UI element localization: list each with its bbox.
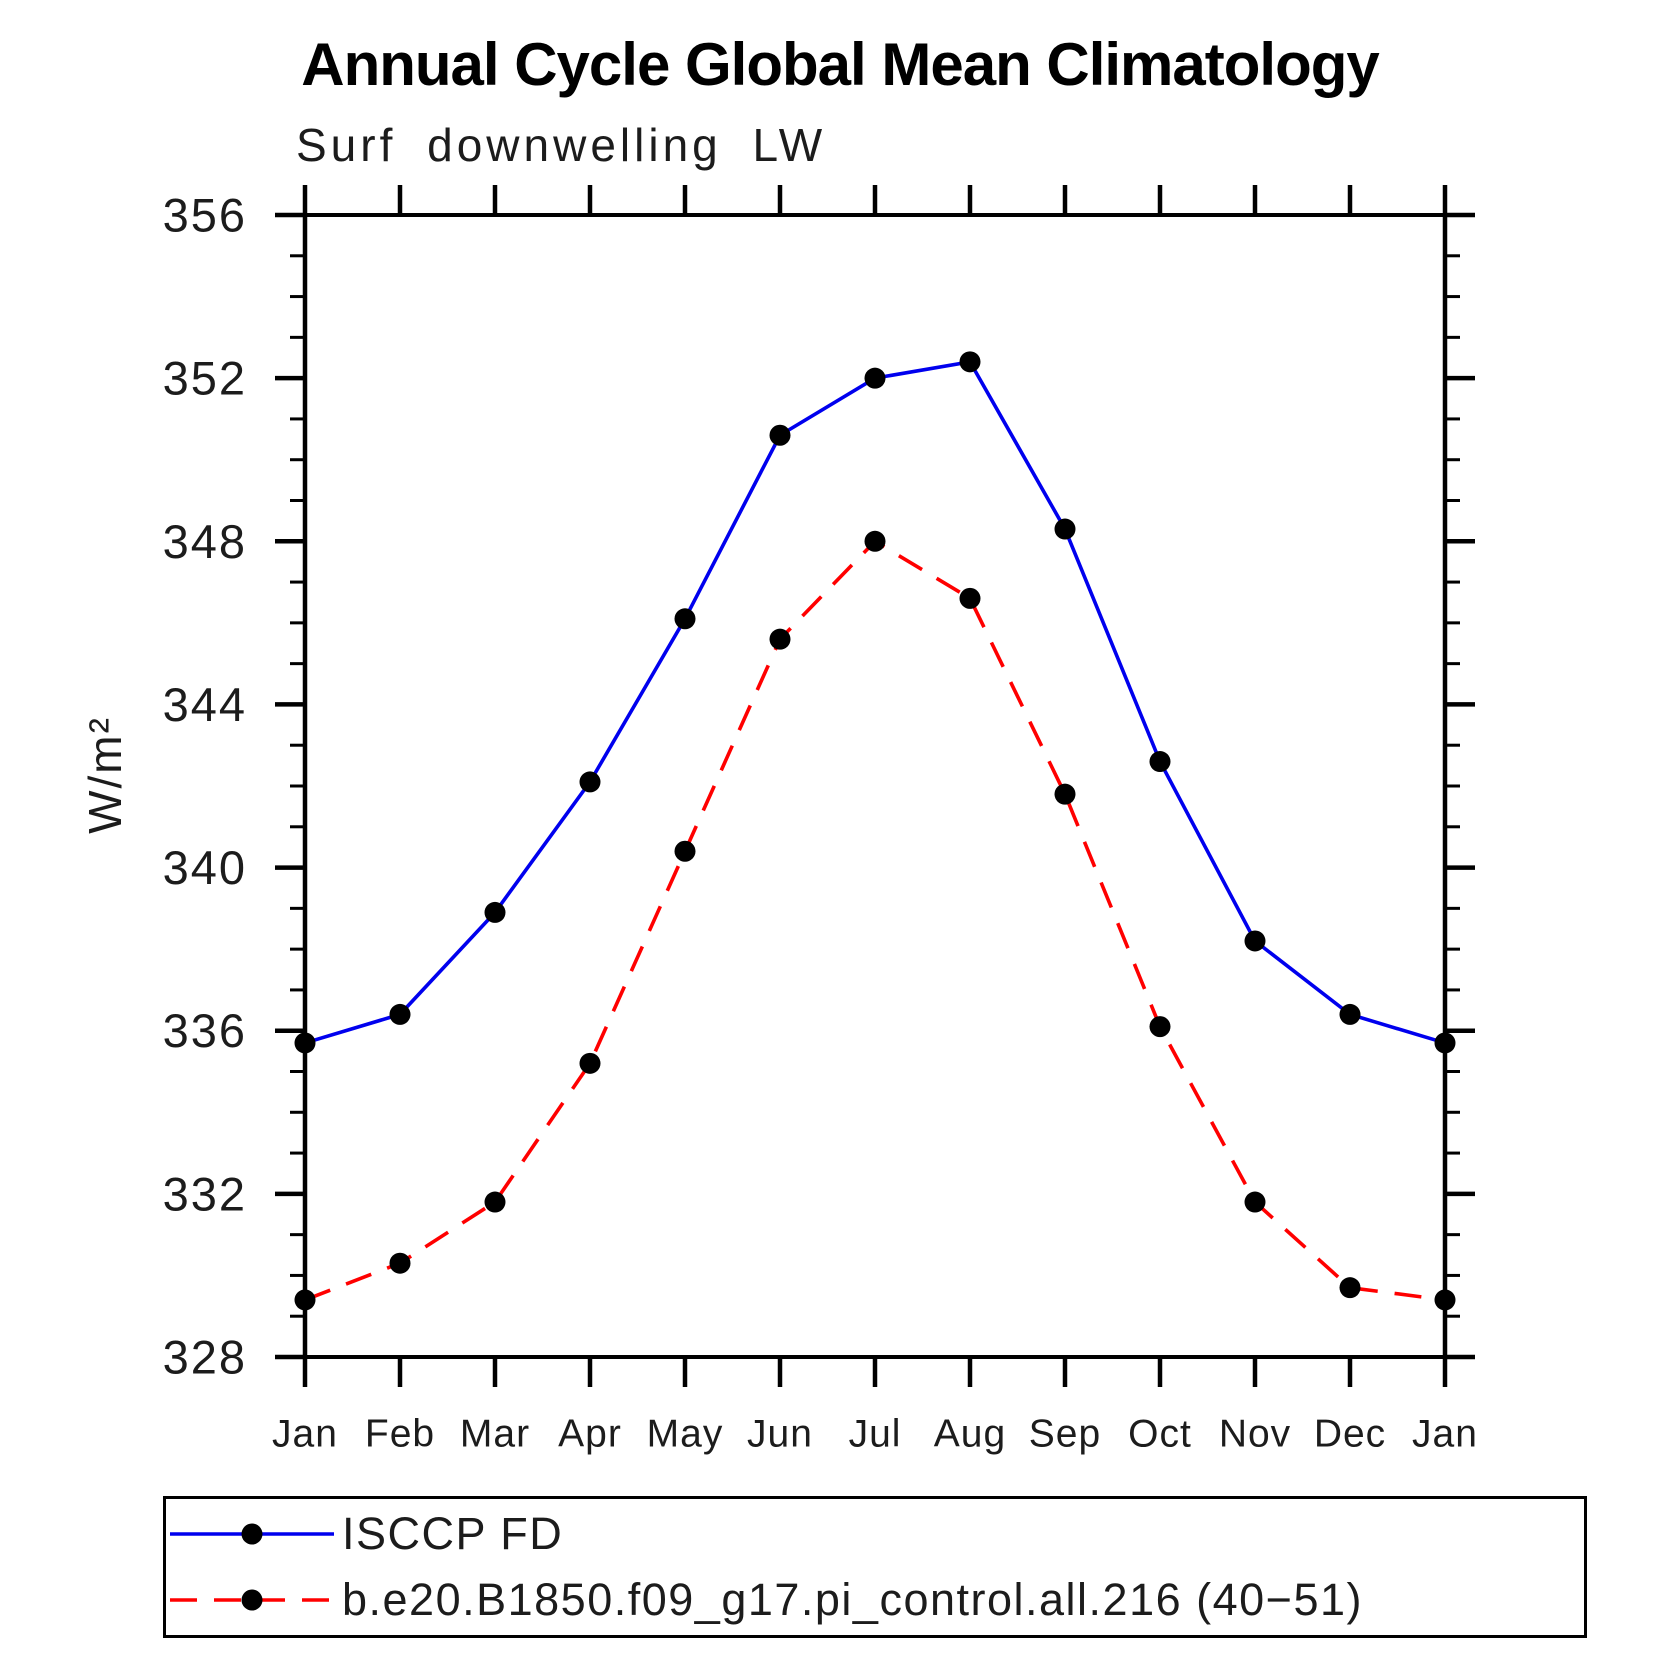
svg-text:Dec: Dec [1314, 1413, 1386, 1456]
svg-text:Jan: Jan [272, 1413, 338, 1456]
svg-text:Aug: Aug [934, 1413, 1006, 1456]
svg-text:344: 344 [163, 678, 247, 731]
svg-text:Jan: Jan [1412, 1413, 1478, 1456]
svg-text:328: 328 [163, 1331, 247, 1384]
svg-text:352: 352 [163, 352, 247, 405]
legend-item-model: b.e20.B1850.f09_g17.pi_control.all.216 (… [166, 1569, 1584, 1631]
chart-subtitle: Surf downwelling LW [296, 119, 827, 171]
svg-text:Apr: Apr [558, 1413, 622, 1456]
svg-text:Oct: Oct [1128, 1413, 1192, 1456]
legend-box: ISCCP FD b.e20.B1850.f09_g17.pi_control.… [163, 1496, 1587, 1638]
plot-area: 328 332 336 340 344 348 352 356 Jan Feb Mar Apr May J… [163, 185, 1478, 1456]
svg-text:Mar: Mar [460, 1413, 530, 1456]
legend-label: ISCCP FD [342, 1508, 564, 1559]
svg-text:Jun: Jun [747, 1413, 813, 1456]
legend-swatch-dashed-line [170, 1589, 334, 1611]
legend-label: b.e20.B1850.f09_g17.pi_control.all.216 (… [342, 1574, 1363, 1625]
svg-text:336: 336 [163, 1004, 247, 1057]
svg-text:Jul: Jul [849, 1413, 902, 1456]
svg-text:332: 332 [163, 1167, 247, 1220]
svg-text:340: 340 [163, 841, 247, 894]
legend-item-isccp: ISCCP FD [166, 1503, 1584, 1565]
svg-text:May: May [647, 1413, 724, 1456]
svg-text:348: 348 [163, 515, 247, 568]
chart-title: Annual Cycle Global Mean Climatology [301, 31, 1380, 98]
svg-text:Sep: Sep [1029, 1413, 1101, 1456]
legend-swatch-solid-line [170, 1523, 334, 1545]
svg-text:Feb: Feb [365, 1413, 435, 1456]
svg-text:Nov: Nov [1219, 1413, 1291, 1456]
svg-text:356: 356 [163, 189, 247, 242]
